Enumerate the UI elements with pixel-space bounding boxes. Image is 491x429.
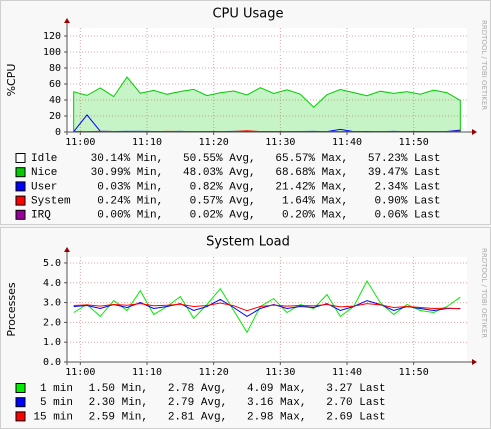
legend-stats: 0.24% Min, 0.57% Avg, 1.64% Max, 0.90% L…	[84, 196, 440, 208]
legend-label: 5 min	[40, 397, 73, 409]
x-tick-label: 11:30	[265, 137, 295, 148]
legend-swatch	[15, 383, 26, 393]
y-tick-label: 1.0	[43, 337, 61, 348]
y-tick-label: 0	[55, 127, 61, 138]
legend-label: Idle	[31, 153, 57, 165]
y-tick-label: 2.0	[43, 317, 61, 328]
x-tick-label: 11:40	[332, 137, 362, 148]
legend-swatch	[15, 195, 26, 206]
plot-canvas	[67, 257, 467, 362]
plot-canvas	[67, 28, 467, 132]
x-tick-label: 11:10	[132, 137, 162, 148]
chart-title: CPU Usage	[212, 7, 283, 22]
x-tick-label: 11:30	[265, 367, 295, 378]
y-tick-label: 4.0	[43, 278, 61, 289]
legend-stats: 30.99% Min, 48.03% Avg, 68.68% Max, 39.4…	[84, 167, 440, 179]
x-tick-label: 11:40	[332, 367, 362, 378]
legend-stats: 2.30 Min, 2.79 Avg, 3.16 Max, 2.70 Last	[82, 397, 386, 409]
legend-label: IRQ	[31, 210, 51, 222]
area	[73, 76, 461, 133]
line	[73, 302, 461, 312]
legend-swatch	[15, 153, 26, 163]
x-tick-label: 11:00	[65, 367, 95, 378]
x-tick-label: 11:00	[65, 137, 95, 148]
x-tick-label: 11:10	[132, 367, 162, 378]
legend-label: 1 min	[40, 383, 73, 395]
chart-title: System Load	[206, 235, 290, 250]
y-tick-label: 100	[43, 47, 61, 58]
y-tick-label: 3.0	[43, 298, 61, 309]
axis-arrow	[64, 247, 70, 252]
legend-label: System	[31, 196, 71, 208]
legend-swatch	[15, 397, 26, 408]
axis-arrow	[64, 18, 70, 23]
legend-stats: 0.00% Min, 0.02% Avg, 0.20% Max, 0.06% L…	[84, 210, 440, 222]
x-tick-label: 11:20	[199, 137, 229, 148]
legend-stats: 2.59 Min, 2.81 Avg, 2.98 Max, 2.69 Last	[82, 411, 386, 423]
y-tick-label: 5.0	[43, 258, 61, 269]
chart-panel: 0.0 1.0 2.0 3.0 4.0 5.0 11:00 11:10 11:20 11:30 11…	[5, 235, 488, 424]
y-axis-label: %CPU	[5, 64, 18, 97]
legend-swatch	[15, 181, 26, 192]
legend-swatch	[15, 167, 26, 178]
legend-swatch	[15, 411, 26, 422]
y-tick-label: 0.0	[43, 357, 61, 368]
stack-line	[73, 52, 461, 56]
x-tick-label: 11:50	[399, 137, 429, 148]
legend-label: 15 min	[33, 411, 73, 423]
watermark: RRDTOOL / TOBI OETIKER	[480, 248, 488, 338]
x-tick-label: 11:50	[399, 367, 429, 378]
y-tick-label: 80	[49, 63, 61, 74]
legend-stats: 0.03% Min, 0.82% Avg, 21.42% Max, 2.34% …	[84, 181, 440, 193]
watermark: RRDTOOL / TOBI OETIKER	[480, 20, 488, 110]
y-tick-label: 60	[49, 79, 61, 90]
y-tick-label: 120	[43, 31, 61, 42]
legend-stats: 30.14% Min, 50.55% Avg, 65.57% Max, 57.2…	[84, 153, 440, 165]
y-tick-label: 40	[49, 95, 61, 106]
legend-label: User	[31, 181, 57, 193]
x-tick-label: 11:20	[199, 367, 229, 378]
legend-label: Nice	[31, 167, 57, 179]
line	[73, 279, 461, 334]
axis-arrow	[472, 359, 477, 365]
chart-panel: 0 20 40 60 80 100 120 11:00 11:10 11:20 11:30 11:40…	[5, 7, 488, 222]
legend-swatch	[15, 209, 26, 220]
axis-arrow	[472, 129, 477, 135]
legend-stats: 1.50 Min, 2.78 Avg, 4.09 Max, 3.27 Last	[82, 383, 386, 395]
y-tick-label: 20	[49, 111, 61, 122]
y-axis-label: Processes	[5, 282, 18, 336]
